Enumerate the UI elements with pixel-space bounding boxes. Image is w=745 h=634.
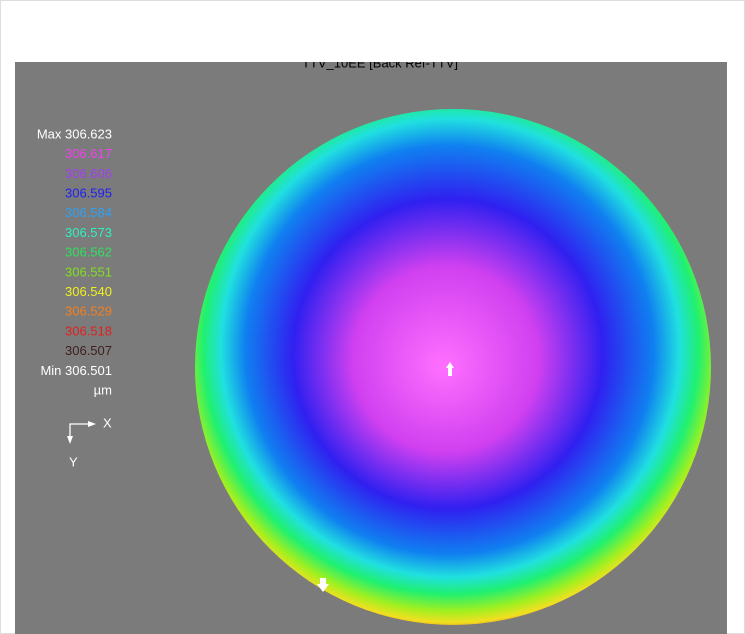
legend-level: 306.617 <box>65 146 112 161</box>
axis-x-label: X <box>103 415 112 430</box>
legend-level: 306.551 <box>65 264 112 279</box>
screenshot: TTV_10EE [Back Ref-TTV] Max 306.623 306.… <box>0 0 745 634</box>
legend-level: 306.518 <box>65 323 112 338</box>
legend-max: Max 306.623 <box>37 126 112 141</box>
legend-level: 306.529 <box>65 304 112 319</box>
legend-unit: µm <box>94 383 112 398</box>
legend-level: 306.562 <box>65 245 112 260</box>
legend-level: 306.584 <box>65 205 112 220</box>
legend-level: 306.595 <box>65 186 112 201</box>
axis-y-label: Y <box>69 454 78 469</box>
legend-min: Min 306.501 <box>40 363 112 378</box>
legend-level: 306.606 <box>65 166 112 181</box>
legend-level: 306.573 <box>65 225 112 240</box>
legend-level: 306.507 <box>65 343 112 358</box>
legend-level: 306.540 <box>65 284 112 299</box>
